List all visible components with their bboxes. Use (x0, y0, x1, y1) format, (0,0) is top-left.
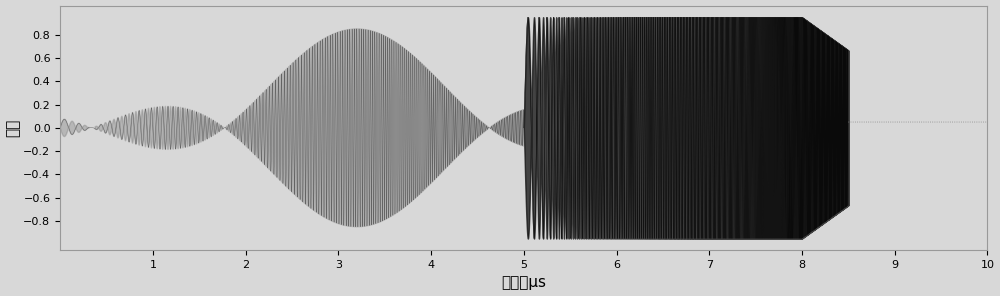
X-axis label: 时间／μs: 时间／μs (501, 276, 546, 290)
Y-axis label: 振幅: 振幅 (6, 119, 21, 137)
